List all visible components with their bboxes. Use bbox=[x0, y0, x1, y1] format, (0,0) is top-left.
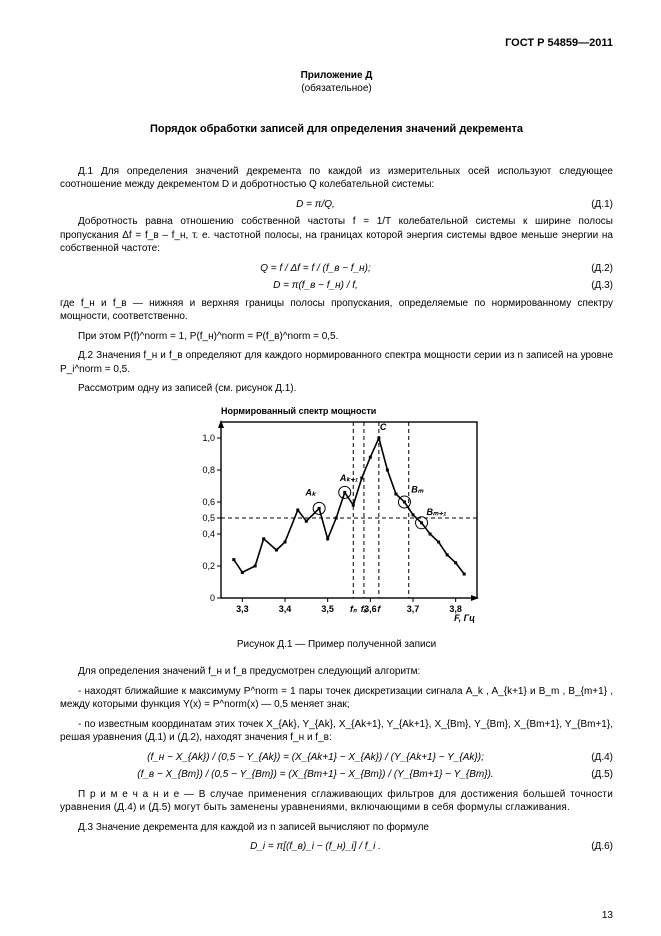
formula-d1-num: (Д.1) bbox=[571, 198, 613, 212]
para-algo2: - находят ближайшие к максимуму P^norm =… bbox=[60, 685, 613, 712]
para-d1b: Добротность равна отношению собственной … bbox=[60, 215, 613, 256]
note: П р и м е ч а н и е — В случае применени… bbox=[60, 788, 613, 815]
para-where: где f_н и f_в — нижняя и верхняя границы… bbox=[60, 297, 613, 324]
svg-text:3,4: 3,4 bbox=[278, 604, 291, 614]
svg-text:fₐ: fₐ bbox=[360, 604, 367, 614]
appendix-line2: (обязательное) bbox=[60, 82, 613, 96]
svg-text:fₙ: fₙ bbox=[349, 604, 356, 614]
page: ГОСТ Р 54859—2011 Приложение Д (обязател… bbox=[0, 0, 661, 936]
spectrum-chart: Нормированный спектр мощности 0 0,2 0,4 0,5 0… bbox=[187, 404, 487, 624]
formula-d3: D = π(f_в − f_н) / f, (Д.3) bbox=[60, 279, 613, 293]
standard-code: ГОСТ Р 54859—2011 bbox=[60, 36, 613, 51]
svg-text:f: f bbox=[377, 604, 381, 614]
para-rass: Рассмотрим одну из записей (см. рисунок … bbox=[60, 382, 613, 396]
svg-text:0,8: 0,8 bbox=[202, 465, 215, 475]
svg-text:3,5: 3,5 bbox=[321, 604, 334, 614]
formula-d4-num: (Д.4) bbox=[571, 751, 613, 765]
svg-text:Aₖ₊₁: Aₖ₊₁ bbox=[338, 473, 357, 483]
formula-d1-expr: D = π/Q, bbox=[60, 198, 571, 212]
formula-d3-num: (Д.3) bbox=[571, 279, 613, 293]
svg-text:0,4: 0,4 bbox=[202, 529, 215, 539]
formula-d5-num: (Д.5) bbox=[571, 768, 613, 782]
para-d3: Д.3 Значение декремента для каждой из n … bbox=[60, 821, 613, 835]
svg-text:F, Гц: F, Гц bbox=[454, 613, 475, 623]
formula-d6-expr: D_i = π[(f_в)_i − (f_н)_i] / f_i . bbox=[60, 840, 571, 854]
svg-text:C: C bbox=[379, 422, 386, 432]
svg-text:Bₘ: Bₘ bbox=[411, 484, 423, 494]
svg-text:0: 0 bbox=[209, 593, 214, 603]
svg-text:3,7: 3,7 bbox=[406, 604, 419, 614]
svg-text:0,6: 0,6 bbox=[202, 497, 215, 507]
svg-text:1,0: 1,0 bbox=[202, 433, 215, 443]
formula-d1: D = π/Q, (Д.1) bbox=[60, 198, 613, 212]
svg-text:0,2: 0,2 bbox=[202, 561, 215, 571]
para-d2: Д.2 Значения f_н и f_в определяют для ка… bbox=[60, 349, 613, 376]
formula-d5-expr: (f_в − X_{Bm}) / (0,5 − Y_{Bm}) = (X_{Bm… bbox=[60, 768, 571, 782]
svg-text:0,5: 0,5 bbox=[202, 513, 215, 523]
formula-d5: (f_в − X_{Bm}) / (0,5 − Y_{Bm}) = (X_{Bm… bbox=[60, 768, 613, 782]
svg-text:3,3: 3,3 bbox=[236, 604, 249, 614]
para-d1: Д.1 Для определения значений декремента … bbox=[60, 165, 613, 192]
formula-d2: Q = f / Δf = f / (f_в − f_н); (Д.2) bbox=[60, 262, 613, 276]
page-title: Порядок обработки записей для определени… bbox=[60, 122, 613, 137]
formula-d2-num: (Д.2) bbox=[571, 262, 613, 276]
formula-d4: (f_н − X_{Ak}) / (0,5 − Y_{Ak}) = (X_{Ak… bbox=[60, 751, 613, 765]
formula-d4-expr: (f_н − X_{Ak}) / (0,5 − Y_{Ak}) = (X_{Ak… bbox=[60, 751, 571, 765]
figure-d1: Нормированный спектр мощности 0 0,2 0,4 0,5 0… bbox=[60, 404, 613, 624]
svg-text:Bₘ₊₁: Bₘ₊₁ bbox=[426, 506, 446, 516]
formula-d2-expr: Q = f / Δf = f / (f_в − f_н); bbox=[60, 262, 571, 276]
page-number: 13 bbox=[602, 909, 613, 923]
formula-d3-expr: D = π(f_в − f_н) / f, bbox=[60, 279, 571, 293]
para-pri: При этом P(f)^norm = 1, P(f_н)^norm = P(… bbox=[60, 330, 613, 344]
svg-text:Нормированный спектр мощности: Нормированный спектр мощности bbox=[221, 406, 376, 416]
figure-caption: Рисунок Д.1 — Пример полученной записи bbox=[60, 638, 613, 652]
para-algo1: Для определения значений f_н и f_в преду… bbox=[60, 665, 613, 679]
svg-text:Aₖ: Aₖ bbox=[304, 487, 316, 497]
formula-d6: D_i = π[(f_в)_i − (f_н)_i] / f_i . (Д.6) bbox=[60, 840, 613, 854]
para-algo3: - по известным координатам этих точек X_… bbox=[60, 718, 613, 745]
formula-d6-num: (Д.6) bbox=[571, 840, 613, 854]
appendix-line1: Приложение Д bbox=[60, 69, 613, 83]
appendix-block: Приложение Д (обязательное) bbox=[60, 69, 613, 96]
